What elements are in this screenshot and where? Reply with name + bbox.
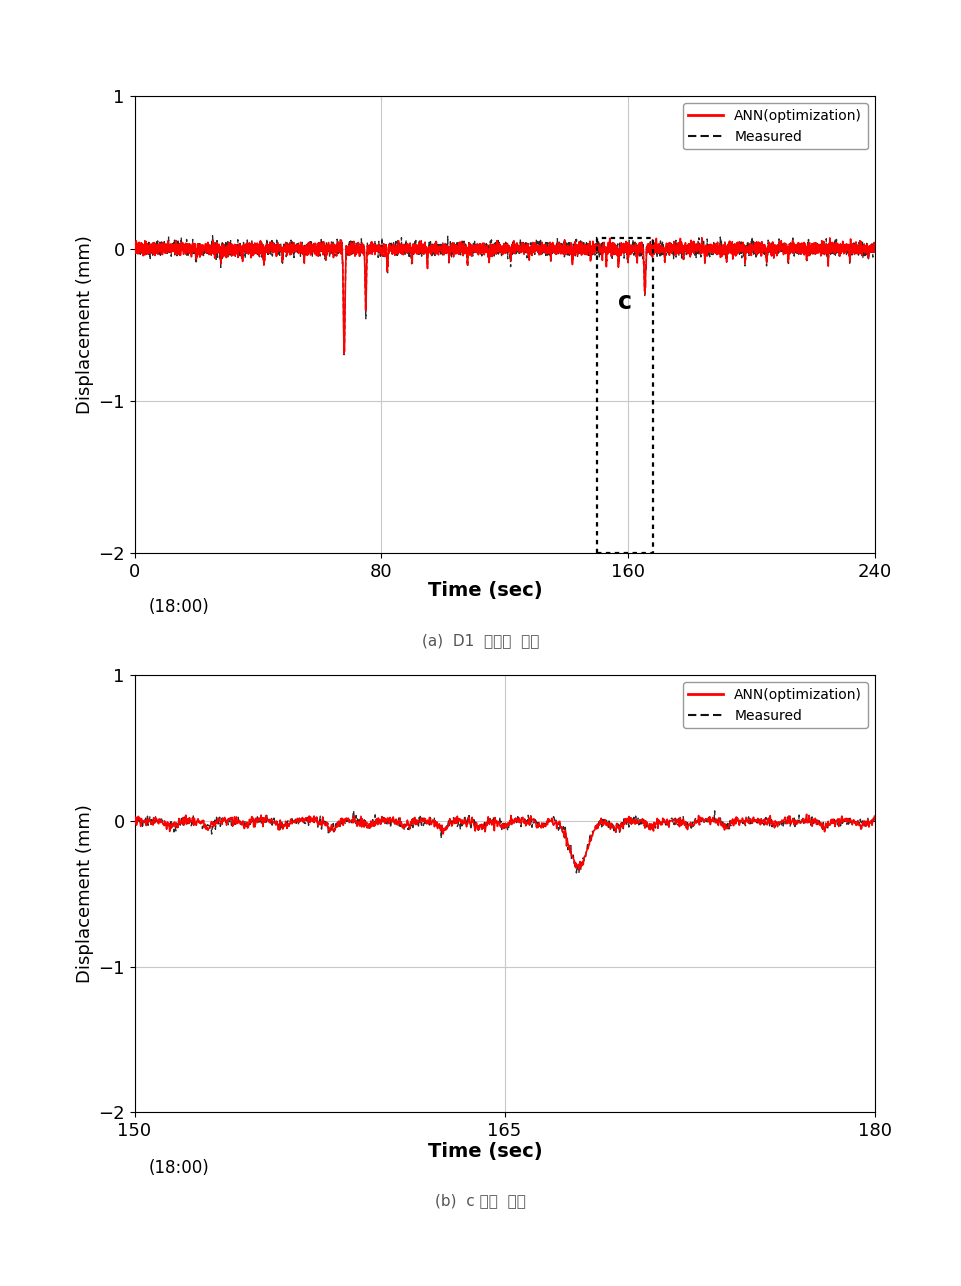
Text: (18:00): (18:00) [149,598,209,616]
Text: c: c [618,289,631,314]
Y-axis label: Displacement (mm): Displacement (mm) [76,804,94,984]
Y-axis label: Displacement (mm): Displacement (mm) [76,235,94,414]
Bar [597,238,653,553]
Text: (b)  c 구역  확대: (b) c 구역 확대 [435,1193,526,1209]
Text: Time (sec): Time (sec) [428,581,543,601]
Text: Time (sec): Time (sec) [428,1142,543,1161]
Legend: ANN(optimization), Measured: ANN(optimization), Measured [682,682,868,728]
Text: (18:00): (18:00) [149,1159,209,1177]
Text: (a)  D1  지점의  변위: (a) D1 지점의 변위 [422,633,539,648]
Legend: ANN(optimization), Measured: ANN(optimization), Measured [682,103,868,149]
